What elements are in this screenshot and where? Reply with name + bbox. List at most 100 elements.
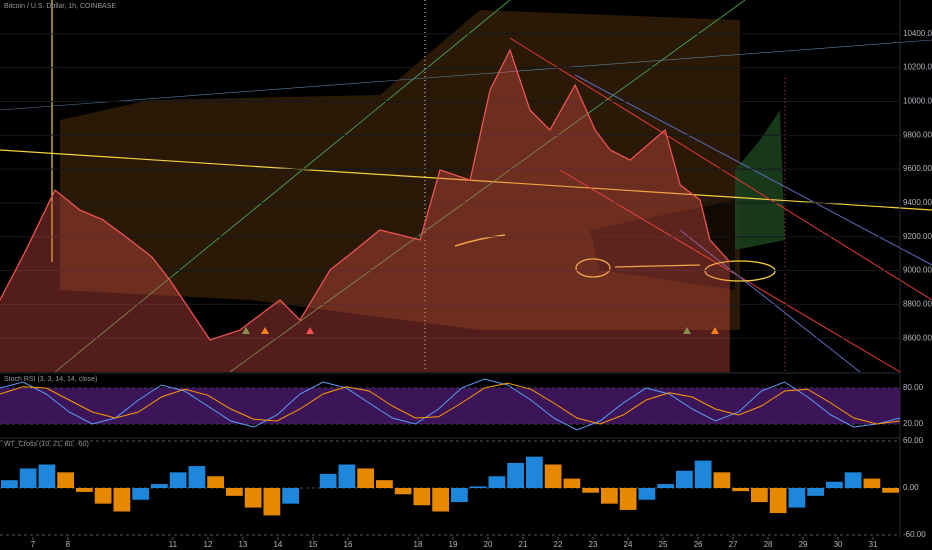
y-tick-label: 20.00 <box>903 419 924 428</box>
x-tick-label: 28 <box>764 540 773 549</box>
signal-marker <box>242 327 250 334</box>
bar <box>76 488 93 492</box>
x-tick-label: 11 <box>169 540 178 549</box>
bar <box>394 488 412 495</box>
x-tick-label: 18 <box>414 540 423 549</box>
annotation-line <box>454 234 506 247</box>
bar <box>488 476 506 488</box>
bar <box>207 476 224 488</box>
annotation-line <box>614 264 701 268</box>
volume-profile <box>735 110 785 250</box>
y-tick-label: 0.00 <box>903 483 919 492</box>
bar <box>188 466 206 488</box>
bar <box>863 478 881 488</box>
bar <box>601 488 618 504</box>
range-shade <box>60 10 740 330</box>
bar <box>563 478 581 488</box>
bar <box>319 473 337 488</box>
bar <box>413 488 431 506</box>
bar <box>38 464 56 488</box>
signal-marker <box>711 327 719 334</box>
stoch-line <box>0 378 901 431</box>
pane-title: WT_Cross (10, 21, 60, -60) <box>4 441 89 448</box>
bar <box>376 480 393 488</box>
bar <box>694 460 712 488</box>
x-tick-label: 30 <box>834 540 843 549</box>
bar <box>526 456 543 488</box>
x-tick-label: 26 <box>694 540 703 549</box>
chart-title: Bitcoin / U.S. Dollar, 1h, COINBASE <box>4 3 116 10</box>
bar <box>169 472 187 488</box>
trend-line <box>679 229 861 373</box>
stoch-band <box>0 388 900 424</box>
bar <box>544 464 562 488</box>
y-tick-label: 10200.00 <box>903 63 932 72</box>
y-tick-label: 10400.00 <box>903 29 932 38</box>
bar <box>769 488 787 514</box>
y-tick-label: 9000.00 <box>903 266 932 275</box>
bar <box>788 488 806 508</box>
bar <box>638 488 656 500</box>
y-tick-label: 9400.00 <box>903 198 932 207</box>
bar <box>57 472 74 488</box>
signal-marker <box>306 327 314 334</box>
x-tick-label: 19 <box>449 540 458 549</box>
y-tick-label: 9600.00 <box>903 164 932 173</box>
x-tick-label: 25 <box>659 540 668 549</box>
bar <box>263 488 281 516</box>
x-tick-label: 15 <box>308 540 317 549</box>
bar <box>19 468 37 488</box>
bar <box>94 488 112 504</box>
bar <box>432 488 449 512</box>
bar <box>826 481 843 488</box>
bar <box>469 486 487 488</box>
y-tick-label: 9200.00 <box>903 232 932 241</box>
trend-line <box>229 0 746 373</box>
price-area <box>0 50 730 372</box>
bar <box>713 472 731 488</box>
x-tick-label: 12 <box>203 540 212 549</box>
signal-marker <box>683 327 691 334</box>
bar <box>807 488 824 496</box>
signal-marker <box>261 327 269 334</box>
bar <box>151 484 168 488</box>
x-tick-label: 16 <box>344 540 353 549</box>
range-shade <box>590 200 735 290</box>
x-tick-label: 31 <box>869 540 878 549</box>
x-tick-label: 24 <box>624 540 633 549</box>
trend-line <box>0 39 932 111</box>
y-tick-label: 8600.00 <box>903 333 932 342</box>
bar <box>844 472 862 488</box>
annotation-ellipse <box>575 258 611 278</box>
x-tick-label: 13 <box>238 540 247 549</box>
bar <box>282 488 299 504</box>
bar <box>338 464 356 488</box>
price-line <box>0 48 731 341</box>
y-tick-label: 80.00 <box>903 383 924 392</box>
x-tick-label: 23 <box>589 540 598 549</box>
bar <box>113 488 131 512</box>
x-tick-label: 14 <box>273 540 282 549</box>
bar <box>676 470 693 488</box>
bar <box>657 484 674 488</box>
bar <box>882 488 899 493</box>
trend-line <box>574 74 932 266</box>
y-tick-label: 9800.00 <box>903 130 932 139</box>
bar <box>582 488 599 493</box>
bar <box>732 488 749 492</box>
x-tick-label: 22 <box>554 540 563 549</box>
x-tick-label: 21 <box>519 540 528 549</box>
y-tick-label: 60.00 <box>903 436 924 445</box>
bar <box>244 488 262 508</box>
x-tick-label: 27 <box>729 540 738 549</box>
x-tick-label: 20 <box>484 540 493 549</box>
x-tick-label: 7 <box>31 540 36 549</box>
y-tick-label: -60.00 <box>903 530 926 539</box>
bar <box>132 488 149 500</box>
pane-title: Stoch RSI (3, 3, 14, 14, close) <box>4 376 97 383</box>
bar <box>451 488 468 503</box>
trend-line <box>0 149 932 211</box>
y-tick-label: 8800.00 <box>903 299 932 308</box>
